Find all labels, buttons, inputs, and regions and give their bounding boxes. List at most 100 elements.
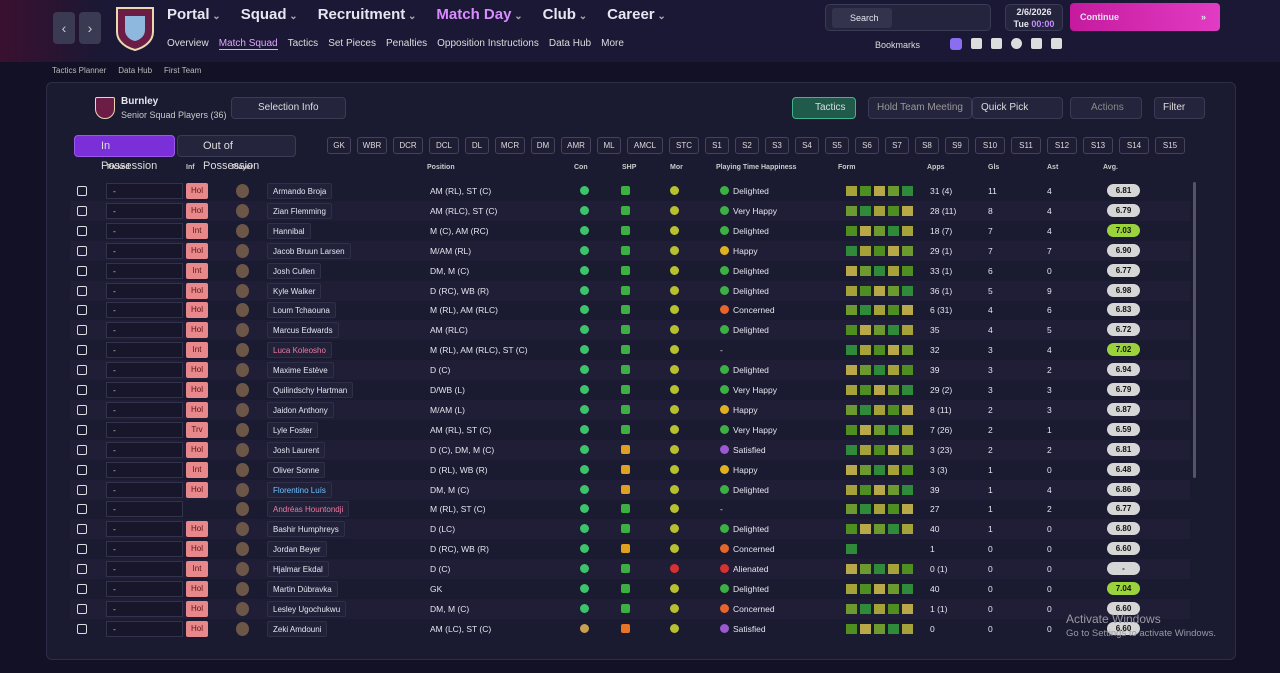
checkbox[interactable] bbox=[77, 424, 87, 435]
player-name[interactable]: Jaidon Anthony bbox=[267, 401, 334, 418]
player-row[interactable]: - Int Oliver Sonne D (RL), WB (R) Happy 3 (3)… bbox=[70, 460, 1190, 480]
player-row[interactable]: - Hol Florentino Luís DM, M (C) Delighted 39 1… bbox=[70, 479, 1190, 500]
picked-select[interactable]: - bbox=[106, 362, 183, 379]
position-chip[interactable]: S15 bbox=[1155, 137, 1185, 154]
player-row[interactable]: - Trv Lyle Foster AM (RL), ST (C) Very Happy… bbox=[70, 420, 1190, 440]
player-name[interactable]: Kyle Walker bbox=[267, 282, 322, 299]
nav-item[interactable]: Match Day bbox=[436, 6, 522, 23]
picked-select[interactable]: - bbox=[106, 222, 183, 239]
player-row[interactable]: - Hol Zian Flemming AM (RLC), ST (C) Very Ha… bbox=[70, 200, 1190, 221]
player-name[interactable]: Maxime Estève bbox=[267, 362, 334, 379]
back-button[interactable]: ‹ bbox=[53, 12, 75, 44]
nav-item[interactable]: Recruitment bbox=[318, 6, 417, 23]
checkbox[interactable] bbox=[77, 623, 87, 634]
player-name[interactable]: Zian Flemming bbox=[267, 202, 332, 219]
checkbox[interactable] bbox=[77, 404, 87, 415]
picked-select[interactable]: - bbox=[106, 620, 183, 637]
checkbox[interactable] bbox=[77, 584, 87, 594]
position-chip[interactable]: S8 bbox=[915, 137, 939, 154]
picked-select[interactable]: - bbox=[106, 441, 183, 458]
picked-select[interactable]: - bbox=[106, 600, 183, 617]
checkbox[interactable] bbox=[77, 484, 87, 495]
position-chip[interactable]: S2 bbox=[735, 137, 759, 154]
checkbox[interactable] bbox=[77, 444, 87, 455]
subnav-item[interactable]: More bbox=[601, 38, 624, 49]
checkbox[interactable] bbox=[77, 325, 87, 336]
position-chip[interactable]: S3 bbox=[765, 137, 789, 154]
position-chip[interactable]: S10 bbox=[975, 137, 1005, 154]
checkbox[interactable] bbox=[77, 205, 87, 216]
player-name[interactable]: Quilindschy Hartman bbox=[267, 382, 354, 398]
checkbox[interactable] bbox=[77, 245, 87, 256]
player-row[interactable]: - Hol Quilindschy Hartman D/WB (L) Very Happ… bbox=[70, 380, 1190, 400]
column-header[interactable]: Form bbox=[838, 164, 856, 171]
position-chip[interactable]: MCR bbox=[495, 137, 525, 154]
column-header[interactable]: Player bbox=[232, 164, 254, 171]
player-name[interactable]: Lyle Foster bbox=[267, 421, 319, 438]
player-name[interactable]: Loum Tchaouna bbox=[267, 302, 336, 319]
checkbox[interactable] bbox=[77, 464, 87, 475]
checkbox[interactable] bbox=[77, 265, 87, 276]
checkbox[interactable] bbox=[77, 345, 87, 356]
position-chip[interactable]: AMR bbox=[561, 137, 591, 154]
checkbox[interactable] bbox=[77, 504, 87, 515]
column-header[interactable]: Mor bbox=[670, 164, 683, 171]
picked-select[interactable]: - bbox=[106, 401, 183, 418]
player-row[interactable]: - Hol Jaidon Anthony M/AM (L) Happy 8 (11) 2 3 6… bbox=[70, 399, 1190, 420]
player-name[interactable]: Oliver Sonne bbox=[267, 461, 326, 478]
subnav-item[interactable]: Penalties bbox=[386, 38, 428, 49]
column-header[interactable]: Apps bbox=[927, 164, 945, 171]
position-chip[interactable]: S13 bbox=[1083, 137, 1113, 154]
player-name[interactable]: Marcus Edwards bbox=[267, 322, 339, 339]
position-chip[interactable]: S1 bbox=[705, 137, 729, 154]
position-chip[interactable]: S6 bbox=[855, 137, 879, 154]
column-header[interactable]: Gls bbox=[988, 164, 1000, 171]
checkbox[interactable] bbox=[77, 305, 87, 316]
continue-button[interactable]: Continue» bbox=[1070, 3, 1220, 31]
checkbox[interactable] bbox=[77, 544, 87, 555]
player-row[interactable]: - Hol Zeki Amdouni AM (LC), ST (C) Satisfied… bbox=[70, 619, 1190, 639]
position-chip[interactable]: GK bbox=[327, 137, 351, 154]
checkbox[interactable] bbox=[77, 186, 87, 196]
position-chip[interactable]: DL bbox=[465, 137, 489, 154]
player-row[interactable]: - Int Josh Cullen DM, M (C) Delighted 33 (1) 6… bbox=[70, 261, 1190, 281]
breadcrumb-item[interactable]: Tactics Planner bbox=[52, 66, 107, 75]
player-name[interactable]: Hjalmar Ekdal bbox=[267, 561, 329, 578]
nav-item[interactable]: Squad bbox=[241, 6, 298, 23]
checkbox[interactable] bbox=[77, 365, 87, 376]
player-row[interactable]: - Hol Maxime Estève D (C) Delighted 39 3 2 6.94 bbox=[70, 360, 1190, 381]
nav-item[interactable]: Career bbox=[607, 6, 666, 23]
player-row[interactable]: - Hol Kyle Walker D (RC), WB (R) Delighted 36… bbox=[70, 280, 1190, 301]
player-name[interactable]: Jacob Bruun Larsen bbox=[267, 242, 351, 259]
picked-select[interactable]: - bbox=[106, 521, 183, 538]
checkbox[interactable] bbox=[77, 564, 87, 575]
column-header[interactable]: Con bbox=[574, 164, 588, 171]
player-row[interactable]: - Int Hannibal M (C), AM (RC) Delighted 18 (7… bbox=[70, 221, 1190, 241]
picked-select[interactable]: - bbox=[106, 581, 183, 597]
picked-select[interactable]: - bbox=[106, 541, 183, 558]
picked-select[interactable]: - bbox=[106, 342, 183, 359]
hold-meeting[interactable]: Hold Team Meeting bbox=[868, 97, 972, 119]
player-name[interactable]: Armando Broja bbox=[267, 183, 333, 199]
player-row[interactable]: - Hol Armando Broja AM (RL), ST (C) Delighte… bbox=[70, 181, 1190, 201]
picked-select[interactable]: - bbox=[106, 561, 183, 578]
subnav-item[interactable]: Match Squad bbox=[218, 38, 278, 50]
position-chip[interactable]: DM bbox=[531, 137, 555, 154]
checkbox[interactable] bbox=[77, 385, 87, 395]
tab-in-possession[interactable]: In Possession bbox=[74, 135, 175, 172]
player-name[interactable]: Lesley Ugochukwu bbox=[267, 600, 347, 617]
position-chip[interactable]: S5 bbox=[825, 137, 849, 154]
player-name[interactable]: Josh Laurent bbox=[267, 441, 326, 458]
picked-select[interactable]: - bbox=[106, 202, 183, 219]
position-chip[interactable]: ML bbox=[597, 137, 621, 154]
checkbox[interactable] bbox=[77, 225, 87, 236]
picked-select[interactable]: - bbox=[106, 481, 183, 498]
player-row[interactable]: - Hol Bashir Humphreys D (LC) Delighted 40 1 0 6… bbox=[70, 519, 1190, 540]
player-row[interactable]: - Int Hjalmar Ekdal D (C) Alienated 0 (1) 0 0- bbox=[70, 559, 1190, 580]
nav-item[interactable]: Portal bbox=[167, 6, 221, 23]
subnav-item[interactable]: Overview bbox=[167, 38, 209, 49]
breadcrumb-item[interactable]: Data Hub bbox=[118, 66, 153, 75]
picked-select[interactable]: - bbox=[106, 382, 183, 398]
column-header[interactable]: SHP bbox=[622, 164, 637, 171]
picked-select[interactable]: - bbox=[106, 421, 183, 438]
